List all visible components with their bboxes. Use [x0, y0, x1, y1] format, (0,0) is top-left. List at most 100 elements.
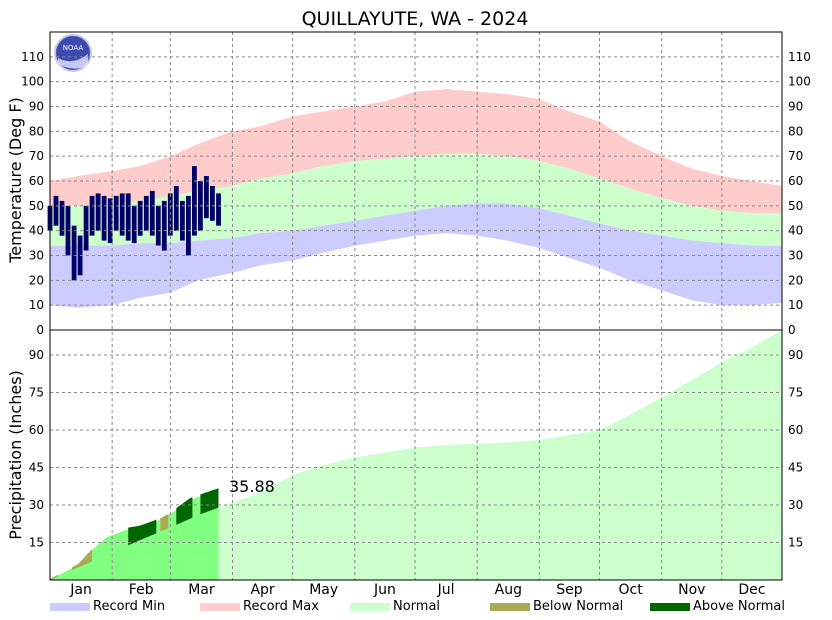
observed-temp-bar — [95, 193, 101, 231]
month-label: May — [309, 582, 338, 598]
legend-label: Above Normal — [693, 599, 785, 614]
temp-tick-label-left: 0 — [36, 323, 44, 337]
observed-temp-bar — [204, 176, 209, 219]
temp-tick-label-right: 70 — [788, 149, 803, 163]
month-label: Nov — [678, 582, 705, 598]
observed-temp-bar — [113, 195, 119, 231]
precip-tick-label-right: 90 — [788, 348, 803, 362]
noaa-logo: NOAA — [54, 34, 92, 72]
observed-temp-bar — [83, 205, 89, 251]
temp-tick-label-left: 90 — [29, 100, 44, 114]
month-label: Oct — [618, 582, 643, 598]
below-normal-strip — [72, 549, 93, 571]
temp-tick-label-right: 40 — [788, 224, 803, 238]
precip-tick-label-right: 30 — [788, 498, 803, 512]
temp-tick-label-left: 110 — [21, 50, 44, 64]
logo-text: NOAA — [63, 44, 84, 52]
temp-tick-label-left: 40 — [29, 224, 44, 238]
temp-tick-label-left: 100 — [21, 75, 44, 89]
legend: Record Min Record Max Normal Below Normal Ab… — [50, 599, 785, 614]
observed-temp-bar — [161, 200, 167, 251]
month-label: Jan — [69, 582, 92, 598]
precipitation-panel: 15 15 30 30 45 45 60 60 75 75 90 90 — [29, 330, 803, 580]
precip-tick-label-right: 15 — [788, 536, 803, 550]
record-min-band — [50, 203, 782, 308]
legend-swatch — [50, 603, 90, 611]
below-normal-strip — [160, 514, 169, 532]
temp-tick-label-left: 50 — [29, 199, 44, 213]
observed-temp-bar — [131, 205, 137, 244]
month-label: Sep — [556, 582, 583, 598]
observed-temp-bar — [101, 195, 107, 241]
observed-temp-bar — [155, 205, 161, 246]
temperature-panel: 0 0 10 10 20 20 30 30 40 40 50 50 60 60 70 70 80 80 90 90 10… — [21, 50, 811, 337]
month-label: Jul — [437, 582, 455, 598]
precipitation-frame — [49, 329, 783, 581]
temp-tick-label-right: 90 — [788, 100, 803, 114]
legend-swatch — [200, 603, 240, 611]
normal-precip-area — [50, 330, 782, 580]
temperature-axis-label: Temperature (Deg F) — [6, 97, 25, 264]
precip-tick-label-left: 60 — [29, 423, 44, 437]
temp-tick-label-left: 60 — [29, 174, 44, 188]
precip-tick-label-left: 75 — [29, 386, 44, 400]
temp-tick-label-right: 110 — [788, 50, 811, 64]
observed-temp-bar — [180, 200, 185, 241]
legend-swatch — [650, 603, 690, 611]
temp-tick-label-left: 30 — [29, 249, 44, 263]
month-label: Jun — [373, 582, 396, 598]
precip-tick-label-left: 15 — [29, 536, 44, 550]
temp-tick-label-left: 10 — [29, 298, 44, 312]
legend-swatch — [490, 603, 530, 611]
legend-label: Normal — [393, 599, 440, 614]
observed-temp-bar — [186, 195, 191, 256]
month-label: Apr — [250, 582, 274, 598]
precipitation-axis-label: Precipitation (Inches) — [6, 370, 25, 540]
observed-temp-bar — [173, 186, 179, 231]
above-normal-strip — [200, 488, 219, 515]
precip-tick-label-left: 30 — [29, 498, 44, 512]
legend-label: Record Min — [93, 599, 165, 614]
legend-swatch — [350, 603, 390, 611]
temp-tick-label-right: 0 — [788, 323, 796, 337]
month-label: Mar — [188, 582, 215, 598]
observed-temp-bar — [71, 225, 77, 281]
precip-tick-label-right: 45 — [788, 461, 803, 475]
precip-tick-label-left: 45 — [29, 461, 44, 475]
temp-tick-label-left: 70 — [29, 149, 44, 163]
temp-tick-label-right: 100 — [788, 75, 811, 89]
temp-tick-label-right: 50 — [788, 199, 803, 213]
record-max-band — [50, 89, 782, 214]
normal-temp-band — [50, 153, 782, 246]
temp-tick-label-left: 20 — [29, 273, 44, 287]
month-label: Dec — [738, 582, 765, 598]
below-normal-strip — [50, 574, 58, 580]
precip-tick-label-right: 60 — [788, 423, 803, 437]
temp-tick-label-right: 10 — [788, 298, 803, 312]
precip-tick-label-right: 75 — [788, 386, 803, 400]
observed-temp-bar — [149, 190, 155, 236]
month-axis: Jan Feb Mar Apr May Jun Jul Aug Sep Oct Nov Dec — [49, 31, 783, 598]
observed-temp-bar — [210, 186, 215, 221]
above-normal-strip — [128, 519, 157, 546]
observed-temp-bar — [53, 195, 59, 226]
observed-temp-bar — [137, 200, 143, 236]
observed-temp-bar — [89, 195, 95, 236]
temp-tick-label-right: 80 — [788, 124, 803, 138]
observed-temp-bar — [125, 193, 131, 241]
month-label: Feb — [129, 582, 154, 598]
observed-temp-bar — [119, 193, 125, 236]
temp-tick-label-right: 30 — [788, 249, 803, 263]
month-label: Aug — [495, 582, 522, 598]
observed-temp-bar — [59, 200, 65, 236]
temp-tick-label-left: 80 — [29, 124, 44, 138]
observed-temp-bar — [143, 195, 149, 231]
temp-tick-label-right: 60 — [788, 174, 803, 188]
legend-label: Record Max — [243, 599, 319, 614]
above-normal-strip — [176, 497, 193, 525]
temp-tick-label-right: 20 — [788, 273, 803, 287]
observed-temp-bar — [216, 193, 221, 226]
observed-temp-bar — [192, 166, 197, 236]
legend-label: Below Normal — [533, 599, 623, 614]
